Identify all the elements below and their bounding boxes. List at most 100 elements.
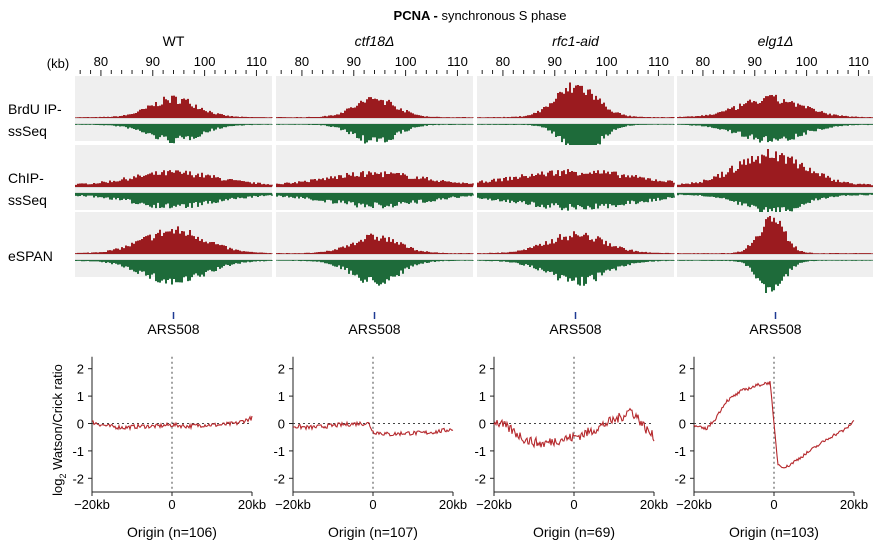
- ratio-y-tick-label: -2: [72, 471, 84, 486]
- panel-1: WT 80 90 100 110 ARS508 2 1 0 -1 -2 −20kb 0 20kb Origi…: [72, 33, 273, 540]
- ratio-y-tick-label: -2: [474, 471, 486, 486]
- ratio-y-tick-label: 2: [77, 362, 84, 377]
- coord-tick-label: 90: [347, 54, 361, 69]
- crick-track-signal: [75, 193, 273, 209]
- track-2: [276, 145, 474, 210]
- coord-tick-label: 80: [696, 54, 710, 69]
- ratio-y-tick-label: 0: [77, 417, 84, 432]
- ratio-x-tick-label: −20kb: [476, 497, 512, 512]
- ratio-x-tick-label: 20kb: [439, 497, 467, 512]
- figure-title-rest: synchronous S phase: [438, 8, 567, 23]
- coord-tick-label: 90: [548, 54, 562, 69]
- watson-track-signal: [276, 97, 474, 118]
- panel-2: ctf18Δ 80 90 100 110 ARS508 2 1 0 -1 -2 −20kb 0 20kb O…: [273, 33, 474, 540]
- coord-tick-label: 100: [395, 54, 417, 69]
- coord-tick-label: 110: [246, 54, 267, 69]
- ratio-y-tick-label: 2: [479, 362, 486, 377]
- kb-unit-label: (kb): [47, 56, 69, 71]
- ratio-series-line: [693, 381, 855, 469]
- coord-tick-label: 80: [94, 54, 108, 69]
- coord-tick-label: 80: [496, 54, 510, 69]
- ratio-y-tick-label: 0: [679, 417, 686, 432]
- track-3: [477, 212, 675, 286]
- crick-track-signal: [677, 124, 873, 143]
- ratio-y-tick-label: 1: [77, 389, 84, 404]
- ratio-axis-title-text: log2 Watson/Crick ratio: [50, 364, 68, 496]
- column-title: ctf18Δ: [355, 33, 395, 49]
- track-row-label: ChIP-: [8, 170, 44, 186]
- track-2: [677, 145, 873, 217]
- track-3: [75, 212, 273, 285]
- ratio-x-axis-title: Origin (n=103): [729, 524, 819, 540]
- track-1: [677, 76, 873, 143]
- ratio-y-tick-label: 0: [479, 417, 486, 432]
- ratio-series-line: [493, 407, 655, 449]
- track-row-label: eSPAN: [8, 248, 53, 264]
- coord-tick-label: 100: [596, 54, 618, 69]
- ratio-y-tick-label: 1: [278, 389, 285, 404]
- crick-track-signal: [276, 260, 474, 286]
- coord-tick-label: 100: [796, 54, 818, 69]
- crick-track-signal: [75, 260, 273, 285]
- ratio-series-line: [92, 415, 253, 432]
- origin-label: ARS508: [749, 321, 801, 337]
- coord-tick-label: 110: [848, 54, 869, 69]
- track-2: [75, 145, 273, 210]
- track-row-label: ssSeq: [8, 123, 47, 139]
- ratio-y-tick-label: 1: [679, 389, 686, 404]
- crick-track-signal: [677, 260, 873, 293]
- coord-tick-label: 80: [295, 54, 309, 69]
- ratio-y-tick-label: -2: [273, 471, 285, 486]
- crick-track-signal: [477, 124, 675, 155]
- watson-track-signal: [276, 171, 474, 187]
- column-title: rfc1-aid: [552, 33, 600, 49]
- ratio-axis-title: log2 Watson/Crick ratio: [50, 364, 68, 496]
- ratio-x-tick-label: 0: [369, 497, 376, 512]
- ratio-x-axis-title: Origin (n=69): [533, 524, 615, 540]
- coord-tick-label: 90: [748, 54, 762, 69]
- ratio-y-tick-label: -1: [72, 444, 84, 459]
- panel-3: rfc1-aid 80 90 100 110 ARS508 2 1 0 -1 -2 −20kb 0 20k…: [474, 33, 675, 540]
- ratio-plot-3: 2 1 0 -1 -2 −20kb 0 20kb Origin (n=69): [474, 356, 668, 540]
- ratio-y-tick-label: 1: [479, 389, 486, 404]
- ylabel-suffix: Watson/Crick ratio: [50, 364, 65, 473]
- track-3: [276, 212, 474, 286]
- origin-label: ARS508: [549, 321, 601, 337]
- ratio-y-tick-label: -1: [674, 444, 686, 459]
- crick-track-signal: [276, 124, 474, 144]
- ratio-y-tick-label: 2: [278, 362, 285, 377]
- watson-track-signal: [276, 233, 474, 254]
- watson-track-signal: [677, 94, 873, 118]
- ratio-x-tick-label: 20kb: [840, 497, 868, 512]
- coord-tick-label: 90: [146, 54, 160, 69]
- ratio-plot-4: 2 1 0 -1 -2 −20kb 0 20kb Origin (n=103): [674, 356, 868, 540]
- ratio-x-tick-label: 0: [770, 497, 777, 512]
- track-row-label: BrdU IP-: [8, 101, 62, 117]
- ratio-y-tick-label: 0: [278, 417, 285, 432]
- ratio-x-tick-label: 20kb: [640, 497, 668, 512]
- coord-tick-label: 110: [648, 54, 669, 69]
- figure-title-bold: PCNA -: [394, 8, 438, 23]
- watson-track-signal: [75, 95, 273, 118]
- ratio-x-tick-label: 0: [570, 497, 577, 512]
- coord-tick-label: 110: [447, 54, 468, 69]
- origin-label: ARS508: [348, 321, 400, 337]
- origin-label: ARS508: [147, 321, 199, 337]
- ylabel-sub: 2: [58, 473, 68, 478]
- track-2: [477, 145, 675, 211]
- watson-track-signal: [75, 226, 273, 254]
- watson-track-signal: [677, 149, 873, 187]
- watson-track-signal: [477, 169, 675, 187]
- ratio-y-tick-label: -1: [273, 444, 285, 459]
- crick-track-signal: [75, 124, 273, 144]
- ratio-y-tick-label: 2: [679, 362, 686, 377]
- ratio-x-tick-label: −20kb: [676, 497, 712, 512]
- ratio-x-axis-title: Origin (n=106): [127, 524, 217, 540]
- crick-track-signal: [276, 193, 474, 209]
- track-3: [677, 212, 873, 293]
- watson-track-signal: [677, 216, 873, 254]
- watson-track-signal: [477, 231, 675, 254]
- ratio-plot-2: 2 1 0 -1 -2 −20kb 0 20kb Origin (n=107): [273, 356, 467, 540]
